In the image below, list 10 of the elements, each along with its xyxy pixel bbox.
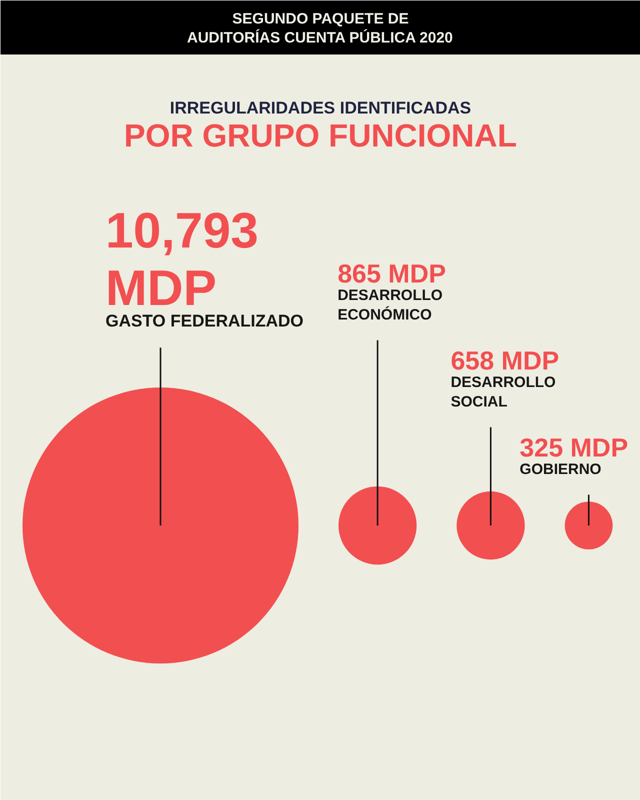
category-label: GOBIERNO (520, 461, 602, 478)
data-label: 658 MDP (450, 346, 560, 376)
text: AUDITORÍAS CUENTA PÚBLICA 2020 (187, 28, 453, 46)
text: IRREGULARIDADES IDENTIFICADAS (170, 98, 472, 118)
text: POR GRUPO FUNCIONAL (124, 118, 517, 154)
category-label: DESARROLLO ECONÓMICO (338, 287, 443, 324)
data-label: 865 MDP (338, 258, 446, 288)
data-label: 325 MDP (520, 432, 628, 462)
category-label: DESARROLLO SOCIAL (450, 374, 556, 411)
text: SEGUNDO PAQUETE DE (232, 10, 409, 28)
